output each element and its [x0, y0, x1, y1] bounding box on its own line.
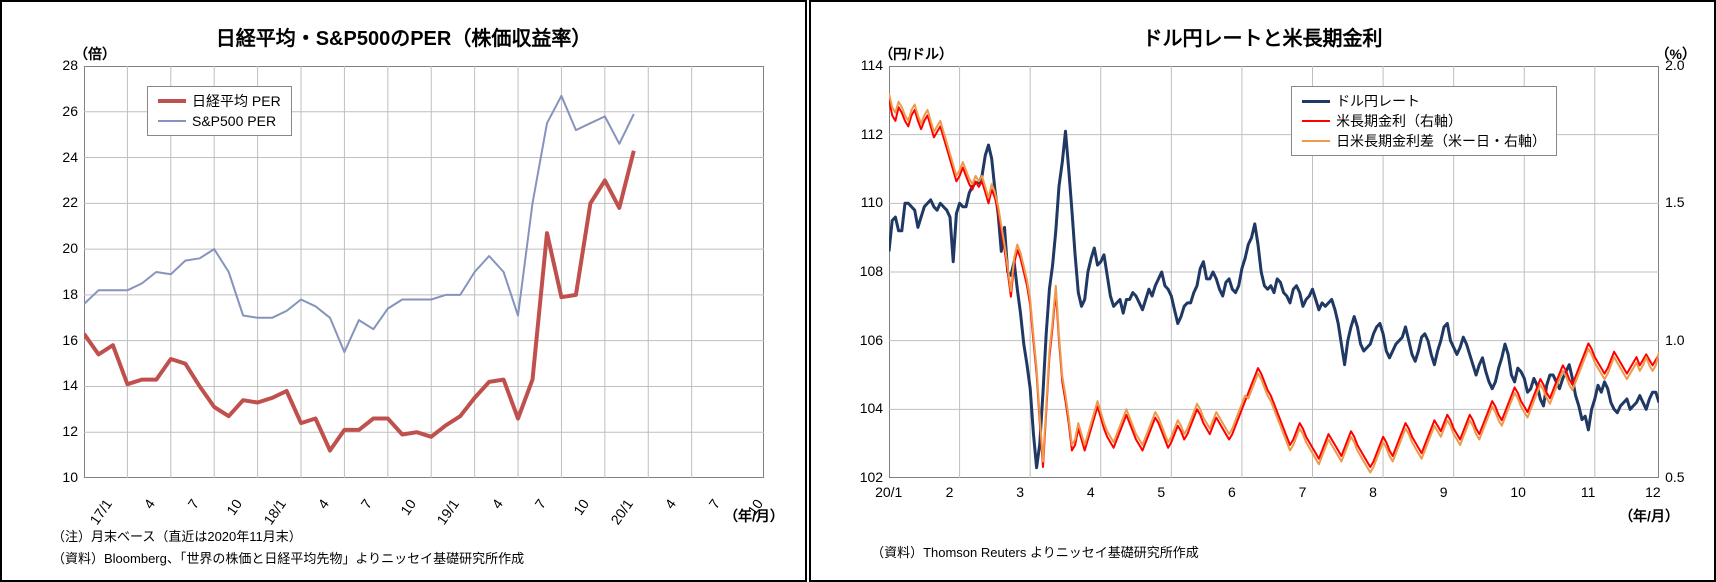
y-axis-label: （倍）: [74, 44, 116, 64]
x-tick-label: 20/1: [875, 484, 915, 500]
x-axis-label: （年/月）: [1619, 506, 1679, 526]
chart-note: （資料）Thomson Reuters よりニッセイ基礎研究所作成: [871, 542, 1199, 561]
y2-tick-label: 1.0: [1665, 332, 1684, 348]
y-tick-label: 14: [48, 377, 78, 393]
legend-item: 日米長期金利差（米ー日・右軸）: [1302, 131, 1546, 151]
legend-swatch: [158, 120, 186, 122]
y-axis-label: （円/ドル）: [879, 44, 953, 64]
chart-note: （注）月末ベース（直近は2020年11月末）: [52, 526, 302, 545]
y-tick-label: 102: [853, 469, 883, 485]
legend-label: 日米長期金利差（米ー日・右軸）: [1336, 131, 1546, 151]
x-tick-label: 12: [1645, 484, 1685, 500]
x-tick-label: 7: [1299, 484, 1339, 500]
y2-tick-label: 0.5: [1665, 469, 1684, 485]
x-tick-label: 4: [643, 496, 679, 538]
legend-item: S&P500 PER: [158, 111, 281, 131]
legend-label: ドル円レート: [1336, 91, 1420, 111]
x-tick-label: 4: [470, 496, 506, 538]
legend: ドル円レート米長期金利（右軸）日米長期金利差（米ー日・右軸）: [1291, 86, 1557, 156]
y-tick-label: 28: [48, 57, 78, 73]
legend-label: S&P500 PER: [192, 113, 276, 129]
legend-item: 米長期金利（右軸）: [1302, 111, 1546, 131]
y-tick-label: 18: [48, 286, 78, 302]
y-tick-label: 108: [853, 263, 883, 279]
right-chart-panel: ドル円レートと米長期金利（円/ドル）（%）（年/月）10210410610811…: [809, 0, 1716, 582]
legend-swatch: [1302, 100, 1330, 103]
legend-swatch: [158, 99, 186, 103]
y2-tick-label: 2.0: [1665, 57, 1684, 73]
legend-label: 米長期金利（右軸）: [1336, 111, 1462, 131]
x-tick-label: 10: [383, 496, 419, 538]
x-tick-label: 10: [1510, 484, 1550, 500]
y2-tick-label: 1.5: [1665, 194, 1684, 210]
legend-swatch: [1302, 140, 1330, 142]
x-tick-label: 10: [556, 496, 592, 538]
x-tick-label: 5: [1157, 484, 1197, 500]
x-tick-label: 11: [1581, 484, 1621, 500]
y-tick-label: 10: [48, 469, 78, 485]
y-tick-label: 110: [853, 194, 883, 210]
legend-label: 日経平均 PER: [192, 91, 281, 111]
y-tick-label: 24: [48, 149, 78, 165]
y-tick-label: 106: [853, 332, 883, 348]
series-nikkei: [84, 151, 634, 451]
chart-note: （資料）Bloomberg、「世界の株価と日経平均先物」よりニッセイ基礎研究所作…: [52, 548, 524, 567]
y-tick-label: 22: [48, 194, 78, 210]
x-tick-label: 6: [1228, 484, 1268, 500]
y-tick-label: 112: [853, 126, 883, 142]
x-tick-label: 7: [339, 496, 375, 538]
y-tick-label: 114: [853, 57, 883, 73]
x-tick-label: 2: [946, 484, 986, 500]
x-tick-label: 4: [1087, 484, 1127, 500]
legend-item: 日経平均 PER: [158, 91, 281, 111]
x-tick-label: 8: [1369, 484, 1409, 500]
legend-swatch: [1302, 120, 1330, 122]
y-tick-label: 20: [48, 240, 78, 256]
x-tick-label: 7: [513, 496, 549, 538]
y-tick-label: 16: [48, 332, 78, 348]
x-tick-label: 7: [687, 496, 723, 538]
y-tick-label: 26: [48, 103, 78, 119]
chart-pair: 日経平均・S&P500のPER（株価収益率）（倍） （年/月） 10 12 14 16 18…: [0, 0, 1716, 582]
legend-item: ドル円レート: [1302, 91, 1546, 111]
x-tick-label: 19/1: [426, 496, 462, 538]
x-tick-label: 20/1: [600, 496, 636, 538]
left-chart-panel: 日経平均・S&P500のPER（株価収益率）（倍）（年/月）1012141618…: [0, 0, 807, 582]
y-tick-label: 104: [853, 400, 883, 416]
chart-title: 日経平均・S&P500のPER（株価収益率）: [2, 22, 805, 51]
series-usdjpy: [889, 131, 1659, 468]
y-tick-label: 12: [48, 423, 78, 439]
x-tick-label: 3: [1016, 484, 1056, 500]
legend: 日経平均 PER S&P500 PER: [147, 86, 292, 136]
x-tick-label: 9: [1440, 484, 1480, 500]
